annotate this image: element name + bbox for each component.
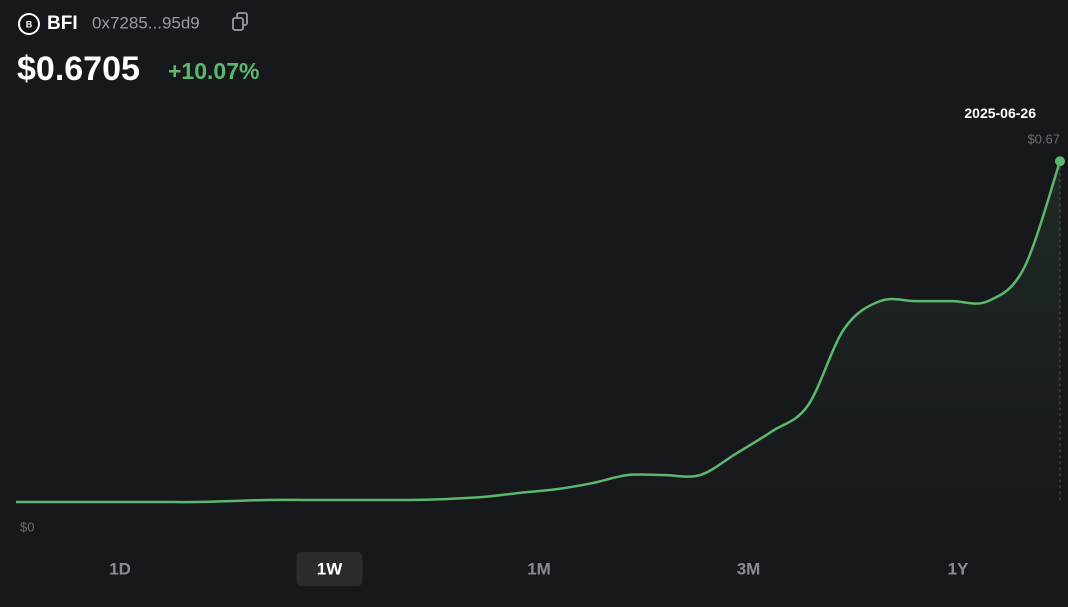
price-change: +10.07% xyxy=(168,58,259,84)
token-icon-letter: B xyxy=(26,19,33,29)
timeframe-button[interactable]: 1W xyxy=(317,559,343,578)
end-point xyxy=(1055,156,1065,167)
copy-button[interactable] xyxy=(232,12,248,31)
timeframe-button[interactable]: 1Y xyxy=(948,559,969,578)
hover-value: $0.67 xyxy=(1027,132,1060,147)
plot: $0 2025-06-26 $0.67 xyxy=(16,105,1065,534)
price: $0.6705 xyxy=(17,50,140,88)
timeframe-button[interactable]: 1D xyxy=(109,559,131,578)
timeframe-button[interactable]: 3M xyxy=(737,559,761,578)
token-symbol: BFI xyxy=(47,13,78,34)
timeframe-button[interactable]: 1M xyxy=(527,559,551,578)
token-address: 0x7285...95d9 xyxy=(92,13,200,32)
token-icon-inner xyxy=(20,15,38,33)
y-tick-label: $0 xyxy=(20,519,34,534)
hover-date: 2025-06-26 xyxy=(964,105,1036,121)
price-line xyxy=(16,160,1062,504)
timeframe-bar: 1D 1W 1M 3M 1Y xyxy=(109,552,969,586)
timeframe-selected xyxy=(296,552,363,586)
